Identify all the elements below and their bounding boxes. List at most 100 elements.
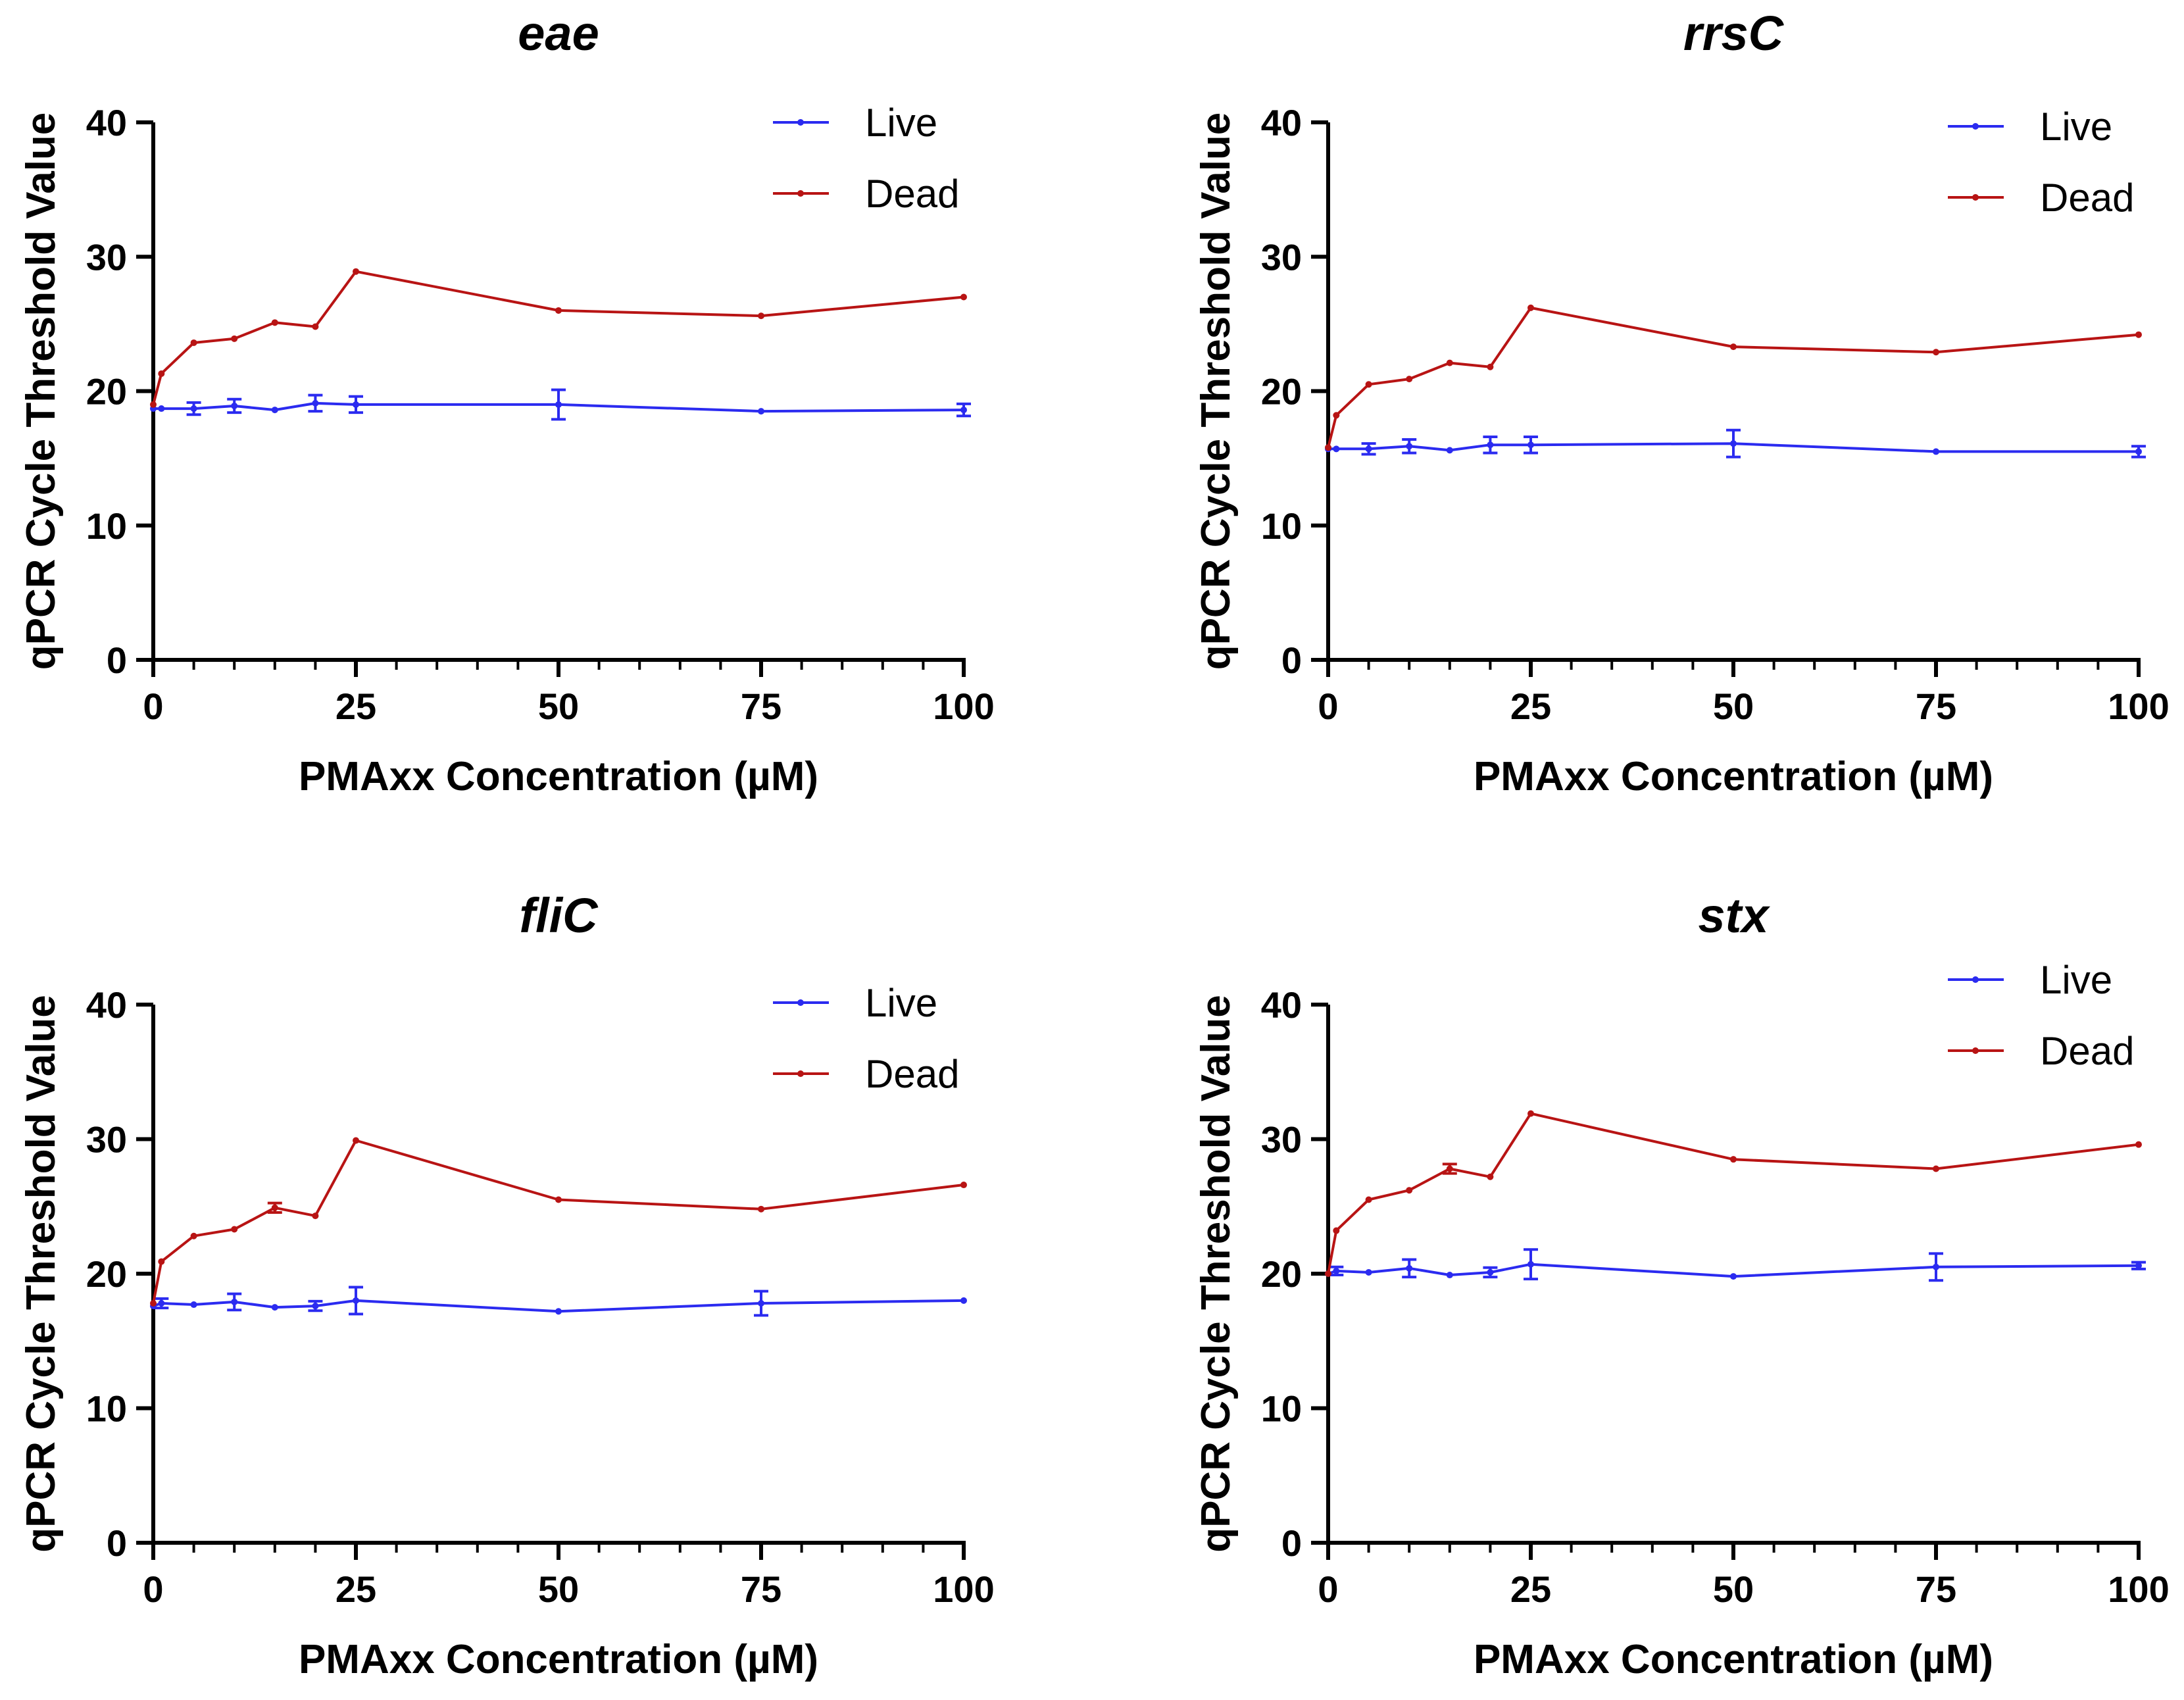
y-tick-label: 20 <box>1261 1253 1302 1295</box>
data-point-dead <box>1325 444 1331 451</box>
x-axis-label: PMAxx Concentration (µM) <box>1474 1637 1993 1682</box>
data-point-live <box>158 1299 165 1307</box>
data-point-dead <box>1487 363 1494 370</box>
y-tick-label: 40 <box>1261 102 1302 143</box>
data-point-dead <box>1446 359 1453 366</box>
legend-label-live: Live <box>865 101 937 145</box>
data-point-dead <box>158 370 165 377</box>
x-tick-label: 25 <box>1510 1568 1551 1610</box>
x-axis-label: PMAxx Concentration (µM) <box>1474 754 1993 799</box>
data-point-live <box>231 1298 238 1305</box>
data-point-live <box>312 1303 319 1310</box>
data-point-live <box>158 405 165 413</box>
chart-title: eae <box>518 6 599 61</box>
y-tick-label: 10 <box>1261 505 1302 547</box>
y-tick-label: 30 <box>86 1119 127 1161</box>
data-point-dead <box>1527 1110 1534 1117</box>
data-point-live <box>353 1297 359 1304</box>
y-tick-label: 30 <box>1261 236 1302 278</box>
data-point-live <box>1333 1267 1340 1274</box>
x-tick-label: 100 <box>933 1568 994 1610</box>
y-tick-label: 0 <box>107 639 127 681</box>
data-point-live <box>1730 440 1737 447</box>
data-point-dead <box>1406 1187 1413 1194</box>
y-tick-label: 30 <box>1261 1119 1302 1161</box>
series-line-dead <box>152 270 964 405</box>
data-point-live <box>353 401 359 408</box>
data-point-live <box>190 405 197 413</box>
series-line-live <box>1328 1262 2139 1278</box>
data-point-live <box>2135 448 2142 455</box>
series-line-dead <box>1327 1112 2139 1274</box>
legend-marker-live <box>797 999 804 1006</box>
series-line-dead <box>152 1139 964 1304</box>
data-point-dead <box>353 1137 359 1144</box>
data-point-live <box>1527 441 1534 449</box>
data-point-live <box>1933 448 1939 455</box>
y-axis-label: qPCR Cycle Threshold Value <box>1193 995 1239 1553</box>
legend-marker-dead <box>1972 194 1979 201</box>
data-point-dead <box>960 1182 967 1189</box>
chart-panel-rrsC: rrsC 0 10 20 30 40 0 25 50 75 100 PMAxx Concentrati… <box>1193 6 2170 799</box>
y-tick-label: 0 <box>1281 639 1302 681</box>
data-point-dead <box>190 339 197 346</box>
data-point-live <box>1446 1272 1453 1279</box>
data-point-dead <box>190 1232 197 1239</box>
data-point-dead <box>231 335 238 342</box>
y-tick-label: 20 <box>1261 371 1302 413</box>
data-point-dead <box>758 1205 764 1212</box>
legend-label-live: Live <box>2040 958 2112 1002</box>
y-tick-label: 40 <box>86 102 127 143</box>
data-point-dead <box>960 293 967 301</box>
legend-label-dead: Dead <box>2040 176 2134 220</box>
legend-marker-live <box>1972 976 1979 983</box>
chart-panel-eae: eae 0 10 20 30 40 0 25 50 75 100 PMAxx Concentratio… <box>18 6 995 799</box>
y-tick-label: 10 <box>86 505 127 547</box>
data-point-live <box>960 407 967 414</box>
legend-label-dead: Dead <box>2040 1029 2134 1073</box>
x-tick-label: 100 <box>2108 686 2169 727</box>
data-point-live <box>1527 1261 1534 1268</box>
y-axis-label: qPCR Cycle Threshold Value <box>18 113 64 670</box>
data-point-live <box>555 401 562 408</box>
data-point-live <box>960 1297 967 1304</box>
y-tick-label: 20 <box>86 1253 127 1295</box>
data-point-dead <box>150 401 157 408</box>
x-axis-label: PMAxx Concentration (µM) <box>299 1637 818 1682</box>
y-tick-label: 10 <box>1261 1388 1302 1430</box>
y-tick-label: 40 <box>1261 984 1302 1026</box>
data-point-live <box>1487 1268 1494 1276</box>
y-tick-label: 0 <box>1281 1522 1302 1564</box>
y-tick-label: 20 <box>86 371 127 413</box>
x-tick-label: 50 <box>538 686 579 727</box>
data-point-dead <box>312 1212 319 1220</box>
data-point-dead <box>353 268 359 275</box>
data-point-dead <box>271 319 278 326</box>
chart-title: stx <box>1699 888 1771 943</box>
x-tick-label: 50 <box>1713 1568 1754 1610</box>
series-line-dead <box>1327 306 2139 448</box>
legend-label-live: Live <box>865 981 937 1025</box>
x-tick-label: 25 <box>335 1568 376 1610</box>
legend-marker-dead <box>797 190 804 197</box>
legend-marker-dead <box>1972 1047 1979 1054</box>
data-point-live <box>1446 447 1453 454</box>
data-point-dead <box>158 1258 165 1265</box>
data-point-dead <box>150 1299 157 1307</box>
data-point-live <box>1933 1263 1939 1270</box>
y-tick-label: 30 <box>86 236 127 278</box>
data-point-dead <box>271 1204 278 1211</box>
x-tick-label: 75 <box>1916 1568 1956 1610</box>
x-tick-label: 75 <box>741 686 782 727</box>
data-point-live <box>758 408 764 415</box>
legend-marker-live <box>797 119 804 126</box>
data-point-live <box>312 399 319 407</box>
series-line-live <box>153 1299 964 1313</box>
legend-marker-live <box>1972 123 1979 130</box>
data-point-dead <box>312 323 319 330</box>
data-point-dead <box>1933 1165 1939 1172</box>
y-tick-label: 0 <box>107 1522 127 1564</box>
data-point-dead <box>1333 412 1340 419</box>
legend-marker-dead <box>797 1070 804 1077</box>
data-point-dead <box>1487 1173 1494 1180</box>
